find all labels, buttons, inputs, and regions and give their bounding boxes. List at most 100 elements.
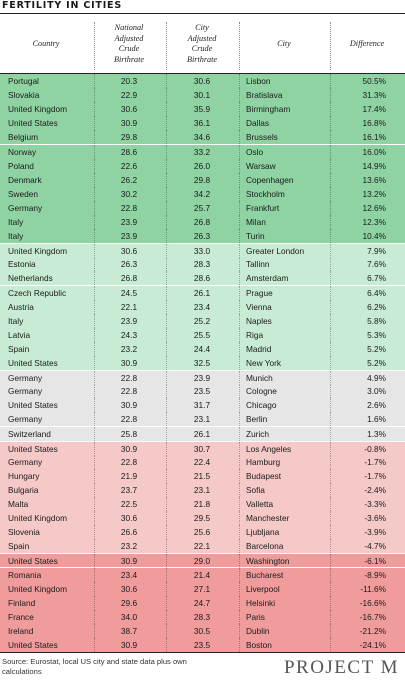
table-row: Norway 28.6 33.2 Oslo 16.0% xyxy=(0,144,405,159)
cell-national-birthrate: 23.4 xyxy=(120,569,138,580)
cell-city-birthrate: 33.0 xyxy=(193,246,211,257)
cell-country: Denmark xyxy=(8,174,42,185)
column-divider xyxy=(166,200,167,215)
column-divider xyxy=(166,102,167,117)
column-divider xyxy=(94,356,95,370)
cell-city: Ljubljana xyxy=(246,527,280,538)
cell-city: Naples xyxy=(246,315,272,326)
cell-city-birthrate: 26.8 xyxy=(193,217,211,227)
cell-national-birthrate: 23.2 xyxy=(120,343,138,354)
column-divider xyxy=(330,398,331,413)
cell-city-birthrate: 24.4 xyxy=(193,343,211,354)
cell-national-birthrate: 23.9 xyxy=(120,231,138,242)
cell-national-birthrate: 22.8 xyxy=(120,386,138,397)
cell-difference: 16.1% xyxy=(362,132,386,143)
table-row: Ireland 38.7 30.5 Dublin -21.2% xyxy=(0,623,405,638)
cell-national-birthrate: 22.8 xyxy=(120,456,138,467)
cell-city: Berlin xyxy=(246,414,268,425)
cell-difference: 13.2% xyxy=(362,188,386,199)
cell-country: Germany xyxy=(8,202,43,213)
table-row: Belgium 29.8 34.6 Brussels 16.1% xyxy=(0,130,405,145)
table-row: Italy 23.9 26.8 Milan 12.3% xyxy=(0,215,405,229)
column-divider xyxy=(94,554,95,569)
cell-national-birthrate: 30.9 xyxy=(120,400,138,411)
table-row: Slovakia 22.9 30.1 Bratislava 31.3% xyxy=(0,88,405,103)
cell-difference: 5.2% xyxy=(367,358,386,368)
column-divider xyxy=(166,511,167,526)
cell-city-birthrate: 23.5 xyxy=(193,640,211,650)
column-divider xyxy=(330,271,331,286)
column-divider xyxy=(166,229,167,244)
column-divider xyxy=(166,186,167,201)
column-divider xyxy=(94,88,95,103)
cell-difference: -3.6% xyxy=(364,513,386,524)
table-row: Germany 22.8 23.1 Berlin 1.6% xyxy=(0,412,405,427)
column-divider xyxy=(166,384,167,399)
column-divider xyxy=(239,398,240,413)
cell-difference: 10.4% xyxy=(362,231,386,242)
column-divider xyxy=(239,356,240,370)
cell-difference: -0.8% xyxy=(364,443,386,454)
table-row: Germany 22.8 23.9 Munich 4.9% xyxy=(0,370,405,386)
header-city: City xyxy=(277,38,291,48)
cell-difference: 5.3% xyxy=(367,329,386,340)
column-divider xyxy=(330,244,331,259)
cell-difference: -16.7% xyxy=(359,611,386,622)
cell-city: Los Angeles xyxy=(246,443,292,454)
table-row: France 34.0 28.3 Paris -16.7% xyxy=(0,609,405,624)
column-divider xyxy=(239,130,240,145)
cell-city-birthrate: 25.2 xyxy=(193,315,211,326)
cell-national-birthrate: 30.6 xyxy=(120,513,138,524)
column-divider xyxy=(166,441,167,456)
cell-country: Germany xyxy=(8,386,43,397)
cell-national-birthrate: 30.2 xyxy=(120,188,138,199)
cell-city: Washington xyxy=(246,556,290,567)
column-divider xyxy=(166,130,167,145)
cell-national-birthrate: 30.6 xyxy=(120,583,138,594)
table-row: United States 30.9 36.1 Dallas 16.8% xyxy=(0,116,405,131)
cell-national-birthrate: 22.8 xyxy=(120,202,138,213)
cell-country: Romania xyxy=(8,569,42,580)
column-divider xyxy=(94,299,95,314)
column-divider xyxy=(239,554,240,569)
title-rule xyxy=(0,13,405,14)
cell-difference: 12.3% xyxy=(362,217,386,227)
cell-country: Czech Republic xyxy=(8,287,67,298)
cell-difference: 4.9% xyxy=(367,373,386,384)
cell-city: Prague xyxy=(246,287,273,298)
cell-national-birthrate: 22.6 xyxy=(120,160,138,171)
table-row: United Kingdom 30.6 29.5 Manchester -3.6% xyxy=(0,511,405,526)
cell-national-birthrate: 24.5 xyxy=(120,287,138,298)
column-divider xyxy=(166,313,167,328)
column-divider xyxy=(94,244,95,259)
column-divider xyxy=(94,567,95,582)
column-divider xyxy=(94,229,95,244)
column-divider xyxy=(94,468,95,483)
column-divider xyxy=(166,172,167,187)
column-divider xyxy=(330,229,331,244)
column-divider xyxy=(330,554,331,569)
table-row: Italy 23.9 26.3 Turin 10.4% xyxy=(0,229,405,244)
cell-city-birthrate: 31.7 xyxy=(193,400,211,411)
column-divider xyxy=(239,341,240,356)
column-divider xyxy=(94,441,95,456)
table-row: United Kingdom 30.6 27.1 Liverpool -11.6% xyxy=(0,581,405,596)
cell-city-birthrate: 32.5 xyxy=(193,358,211,368)
column-divider xyxy=(166,468,167,483)
column-divider xyxy=(94,398,95,413)
column-divider xyxy=(94,539,95,554)
column-divider xyxy=(239,229,240,244)
table-row: United States 30.9 29.0 Washington -6.1% xyxy=(0,553,405,569)
cell-country: Finland xyxy=(8,597,36,608)
cell-country: Austria xyxy=(8,301,34,312)
column-divider xyxy=(330,623,331,638)
cell-city-birthrate: 28.3 xyxy=(193,259,211,270)
cell-country: Italy xyxy=(8,217,24,227)
cell-city-birthrate: 28.3 xyxy=(193,611,211,622)
cell-country: Estonia xyxy=(8,259,36,270)
column-divider xyxy=(94,525,95,540)
column-divider xyxy=(239,271,240,286)
table-header: Country National Adjusted Crude Birthrat… xyxy=(0,16,405,72)
footer-rule xyxy=(0,652,405,653)
cell-country: Spain xyxy=(8,343,30,354)
